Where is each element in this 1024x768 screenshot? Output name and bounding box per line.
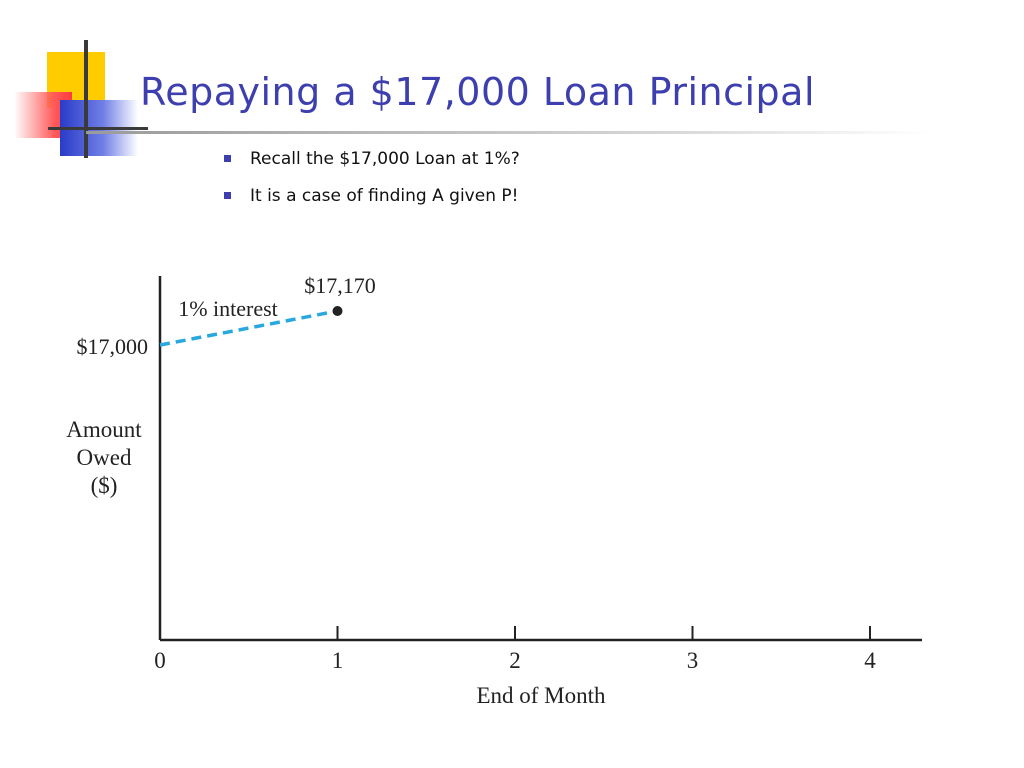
- bullet-square-icon: [224, 192, 231, 199]
- bullet-item: It is a case of finding A given P!: [222, 182, 520, 219]
- x-tick-label: 0: [154, 648, 166, 673]
- bullet-text: It is a case of finding A given P!: [250, 186, 519, 206]
- title-divider: [86, 131, 930, 134]
- data-point-month-1: [332, 306, 343, 316]
- logo-vertical-line: [84, 40, 88, 158]
- bullet-text: Recall the $17,000 Loan at 1%?: [250, 149, 520, 169]
- bullet-item: Recall the $17,000 Loan at 1%?: [222, 145, 520, 182]
- bullet-list: Recall the $17,000 Loan at 1%? It is a c…: [222, 145, 520, 219]
- slide-title: Repaying a $17,000 Loan Principal: [140, 70, 816, 114]
- x-tick-label: 3: [687, 648, 699, 673]
- x-tick-label: 1: [332, 648, 344, 673]
- x-tick-label: 4: [864, 648, 876, 673]
- bullet-square-icon: [224, 155, 231, 162]
- value-annotation: $17,170: [304, 273, 376, 298]
- slide-logo: [0, 0, 150, 170]
- x-axis-label: End of Month: [476, 683, 606, 708]
- series-line-1pct-interest: [159, 309, 338, 347]
- x-tick-group: 0 1 2 3 4: [154, 626, 876, 673]
- x-tick-label: 2: [509, 648, 521, 673]
- y-tick-label: $17,000: [77, 334, 149, 359]
- logo-horizontal-line: [48, 127, 148, 130]
- y-axis-label: Amount Owed ($): [66, 417, 142, 498]
- series-annotation: 1% interest: [178, 296, 278, 321]
